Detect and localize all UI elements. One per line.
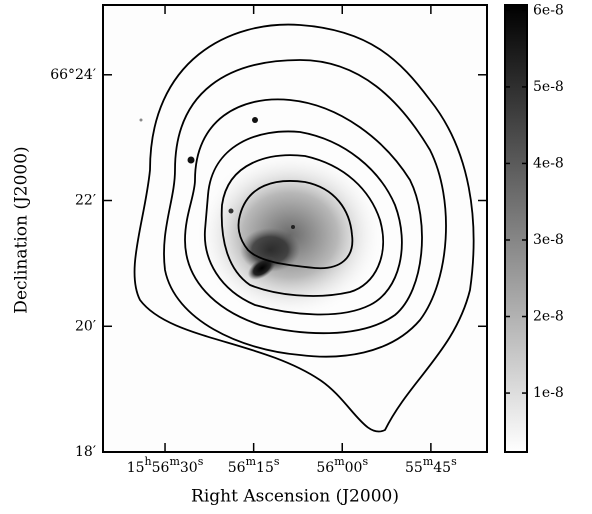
x-tick-label: 55m45s xyxy=(405,455,457,476)
contour xyxy=(220,154,385,297)
bright-core xyxy=(247,256,277,280)
y-tick-label: 20′ xyxy=(75,318,96,334)
colorbar-tick-label: 5e-8 xyxy=(533,79,564,95)
star xyxy=(252,117,258,123)
contours xyxy=(133,23,475,433)
bright-region xyxy=(240,228,300,272)
x-tick-label: 15h56m30s xyxy=(127,455,204,476)
y-axis-label: Declination (J2000) xyxy=(12,146,32,313)
y-tick-label: 66°24′ xyxy=(50,67,96,83)
contour xyxy=(163,59,447,358)
plot-frame xyxy=(102,4,488,453)
y-tick-label: 18′ xyxy=(75,444,96,460)
colorbar-tick-label: 3e-8 xyxy=(533,232,564,248)
colorbar-tick-label: 2e-8 xyxy=(533,309,564,325)
contour xyxy=(133,23,475,433)
contour xyxy=(184,98,423,335)
star xyxy=(139,118,143,122)
image xyxy=(139,117,385,320)
x-axis-label: Right Ascension (J2000) xyxy=(191,487,399,507)
y-tick-label: 22′ xyxy=(75,193,96,209)
star xyxy=(228,208,234,214)
x-tick-label: 56m00s xyxy=(316,455,368,476)
colorbar-tick-label: 4e-8 xyxy=(533,155,564,171)
colorbar xyxy=(504,4,528,453)
x-tick-label: 56m15s xyxy=(228,455,280,476)
colorbar-tick-label: 1e-8 xyxy=(533,385,564,401)
star xyxy=(187,156,195,164)
star xyxy=(291,225,295,229)
contour xyxy=(204,130,403,316)
colorbar-tick-label: 6e-8 xyxy=(533,2,564,18)
contour xyxy=(237,180,354,270)
